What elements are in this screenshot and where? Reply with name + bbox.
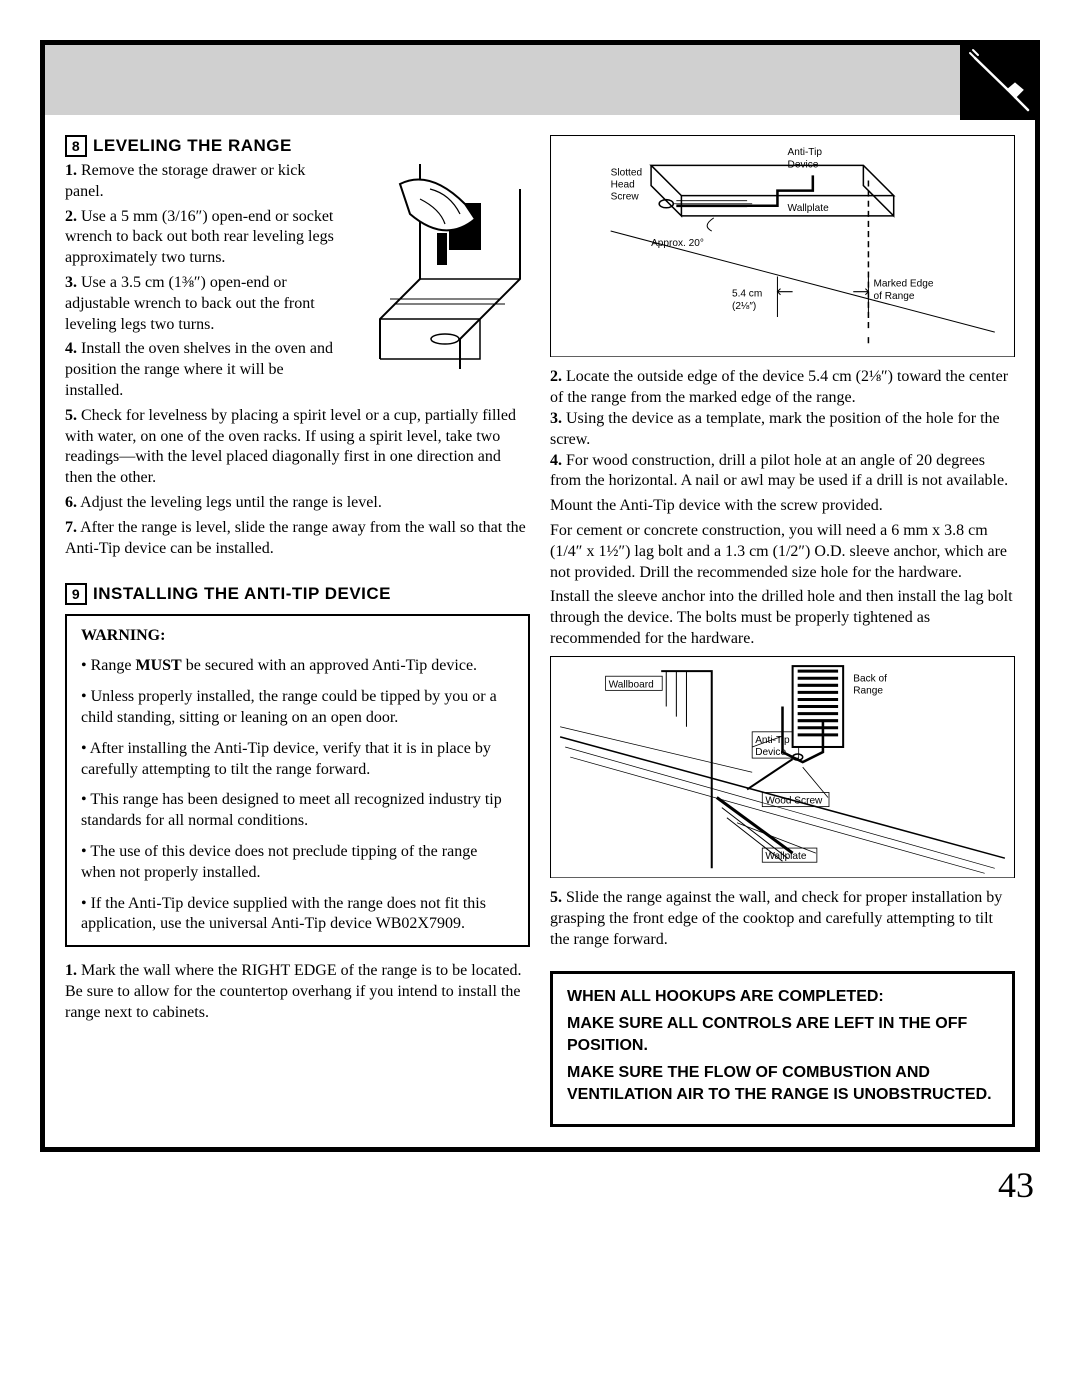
header-bar [45,45,1035,115]
r-p1: Mount the Anti-Tip device with the screw… [550,496,1015,517]
page-frame: 8 LEVELING THE RANGE [40,40,1040,1152]
final-l1: WHEN ALL HOOKUPS ARE COMPLETED: [567,986,998,1008]
svg-text:Slotted: Slotted [611,167,642,178]
svg-text:Head: Head [611,180,635,191]
warn-3: • After installing the Anti-Tip device, … [81,739,514,781]
r-step4: 4. For wood construction, drill a pilot … [550,451,1015,493]
svg-text:(2⅛″): (2⅛″) [732,301,756,312]
r-p2: For cement or concrete construction, you… [550,521,1015,583]
r-step2: 2. Locate the outside edge of the device… [550,367,1015,409]
section-8-heading: 8 LEVELING THE RANGE [65,135,530,157]
warn-5: • The use of this device does not preclu… [81,842,514,884]
s8-step6: 6. Adjust the leveling legs until the ra… [65,493,530,514]
section-9-title: INSTALLING THE ANTI-TIP DEVICE [93,583,391,605]
svg-text:Range: Range [853,685,883,696]
antitip-diagram-top: Slotted Head Screw Anti-Tip Device Wallp… [550,135,1015,357]
svg-text:Wallplate: Wallplate [788,203,830,214]
s9-step1: 1. Mark the wall where the RIGHT EDGE of… [65,961,530,1023]
section-8: 8 LEVELING THE RANGE [65,135,530,559]
r-p3: Install the sleeve anchor into the drill… [550,587,1015,649]
page-number: 43 [40,1152,1040,1209]
svg-text:Back of: Back of [853,673,887,684]
warn-6: • If the Anti-Tip device supplied with t… [81,894,514,936]
step-number-8: 8 [65,135,87,157]
warning-title: WARNING: [81,626,514,647]
antitip-diagram-side: Wallboard Back of Range Anti-Tip Device … [550,656,1015,878]
final-l3: MAKE SURE THE FLOW OF COMBUSTION AND VEN… [567,1062,998,1105]
s8-step5: 5. Check for levelness by placing a spir… [65,406,530,489]
svg-text:Anti-Tip: Anti-Tip [788,147,823,158]
warning-box: WARNING: • Range MUST be secured with an… [65,614,530,948]
svg-text:Marked Edge: Marked Edge [873,279,933,290]
section-8-title: LEVELING THE RANGE [93,135,292,157]
final-l2: MAKE SURE ALL CONTROLS ARE LEFT IN THE O… [567,1013,998,1056]
svg-text:Screw: Screw [611,192,640,203]
content-columns: 8 LEVELING THE RANGE [45,135,1035,1147]
warn-4: • This range has been designed to meet a… [81,790,514,832]
final-notice-box: WHEN ALL HOOKUPS ARE COMPLETED: MAKE SUR… [550,971,1015,1127]
svg-text:5.4 cm: 5.4 cm [732,289,762,300]
warn-1: • Range MUST be secured with an approved… [81,656,514,677]
section-9-heading: 9 INSTALLING THE ANTI-TIP DEVICE [65,583,530,605]
section-9: 9 INSTALLING THE ANTI-TIP DEVICE WARNING… [65,583,530,1023]
svg-text:Wallboard: Wallboard [609,679,654,690]
r-step3: 3. Using the device as a template, mark … [550,409,1015,451]
screwdriver-icon [960,40,1040,120]
leveling-diagram [350,159,530,379]
right-column: Slotted Head Screw Anti-Tip Device Wallp… [550,135,1015,1127]
warn-2: • Unless properly installed, the range c… [81,687,514,729]
step-number-9: 9 [65,583,87,605]
s8-step7: 7. After the range is level, slide the r… [65,518,530,560]
left-column: 8 LEVELING THE RANGE [65,135,530,1127]
svg-text:of Range: of Range [873,291,914,302]
r-step5: 5. Slide the range against the wall, and… [550,888,1015,950]
